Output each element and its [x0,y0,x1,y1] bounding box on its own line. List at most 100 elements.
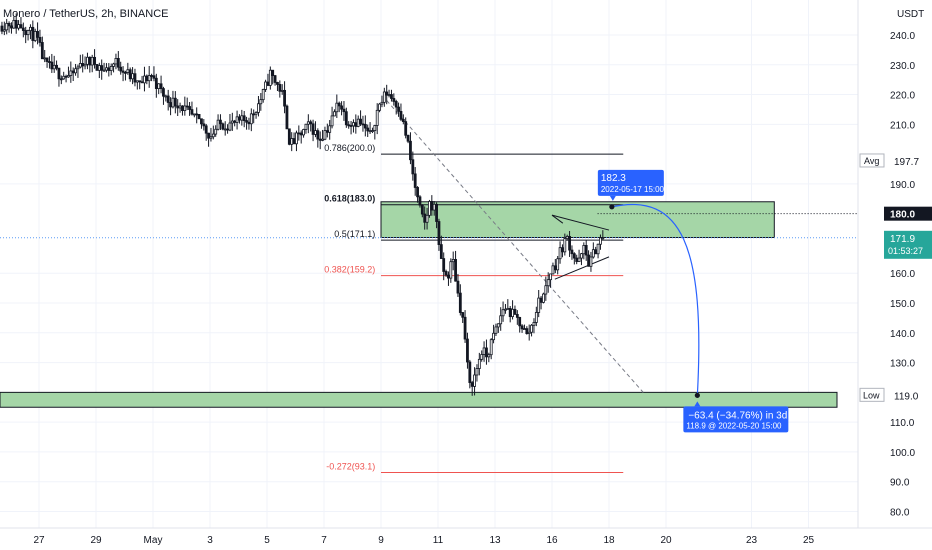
candle-body [520,325,524,330]
candle-body [461,312,465,318]
price-tick-label: 130.0 [890,359,915,370]
candle-body [356,118,360,127]
candle-body [31,26,35,41]
low-tag: Low [863,390,880,400]
candle-body [330,115,334,127]
candle-body [152,75,156,79]
price-tick-label: 150.0 [890,299,915,310]
candle-body [382,91,386,103]
callout-pointer [609,195,616,201]
candle-body [207,132,210,139]
price-axis[interactable]: 240.0 230.0 220.0 210.0 190.0 160.0 150.0 140.0… [857,0,932,528]
candle-body [131,73,134,80]
candle-body [404,121,408,136]
candle-body [333,111,336,117]
price-tick-label: 110.0 [890,418,915,429]
candle-body [48,61,51,63]
candle-body [140,81,144,84]
candle-body [45,57,49,62]
candle-body [5,22,9,31]
candle-body [273,75,277,83]
candle-body [133,73,137,83]
candle-body [499,315,503,325]
candle-body [501,309,505,317]
candle-body [318,138,322,141]
candle-body [321,138,324,141]
candle-body [145,75,149,82]
candle-body [449,261,453,279]
candle-body [599,237,602,245]
candle-body [466,338,469,363]
candle-body [542,293,545,303]
candle-body [2,29,6,32]
candle-body [195,113,199,116]
candle-body [209,136,213,139]
lower-zone [0,391,838,408]
candle-body [295,132,298,145]
candle-body [86,56,89,65]
candle-body [553,265,557,271]
candle-body [292,138,296,145]
candle-body [114,58,118,65]
candle-body [565,236,569,239]
candle-body [397,106,400,112]
candle-body [594,249,598,255]
fib-label-0.382: 0.382(159.2) [324,265,375,275]
zones [0,201,838,408]
upper-zone [380,201,775,239]
candle-body [17,24,20,29]
time-tick-label: 23 [746,535,758,546]
candle-body [304,123,308,130]
candle-body [276,82,279,85]
candle-body [71,70,75,74]
current-price-box [884,230,932,259]
time-tick-label: 18 [603,535,615,546]
candle-body [380,101,384,105]
candle-body [577,257,581,262]
candle-body [219,119,222,125]
candle-body [38,36,42,43]
candle-body [93,56,96,65]
candle-body [418,196,422,206]
candle-body [95,64,99,71]
candle-body [458,292,462,313]
candle-body [530,324,533,333]
candle-body [439,244,443,259]
candle-body [221,123,225,130]
candle-body [76,66,80,70]
candle-body [401,118,405,123]
candle-body [492,332,495,341]
candle-body [582,245,586,255]
candle-body [342,108,346,113]
candle-body [214,128,218,135]
candle-body [527,331,531,334]
candle-body [88,56,92,66]
candle-body [107,67,111,71]
candle-body [340,105,343,110]
candle-body [178,105,182,109]
candle-body [297,132,301,135]
countdown-value: 01:53:27 [888,246,923,256]
time-tick-label: 27 [33,535,45,546]
currency-label: USDT [897,9,924,20]
time-tick-label: 29 [90,535,102,546]
candle-body [575,257,579,262]
candle-body [183,105,187,112]
candle-body [506,307,510,310]
candle-body [188,106,191,110]
candle-body [584,245,588,256]
time-axis[interactable]: 27 29 May 3 5 7 9 11 13 16 18 20 23 25 [0,527,932,546]
price-tick-label: 210.0 [890,120,915,131]
candle-body [451,259,455,263]
candle-body [40,42,44,60]
candle-body [489,339,493,356]
candle-body [242,115,246,121]
candle-body [83,63,87,67]
candle-body [33,31,37,41]
time-tick-label: 3 [207,535,213,546]
low-tag-box [859,387,885,402]
candle-body [268,69,272,86]
candle-body [344,111,348,126]
candle-body [568,236,571,251]
